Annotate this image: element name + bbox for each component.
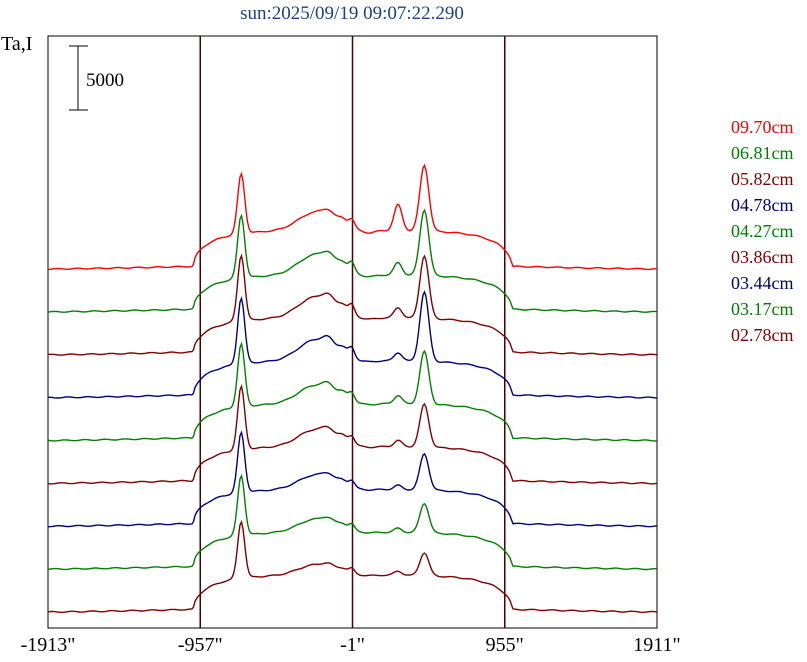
scale-bar-label: 5000	[86, 70, 124, 91]
series-line-06.81cm	[47, 208, 658, 313]
series-line-09.70cm	[47, 163, 658, 271]
series-line-04.27cm	[47, 341, 658, 442]
series-group	[47, 163, 658, 613]
series-line-03.17cm	[47, 473, 657, 571]
x-tick-label: -1913"	[20, 634, 76, 656]
x-tick-label: 955"	[485, 634, 524, 656]
x-tick-label: -957"	[177, 634, 223, 656]
legend-item: 03.17cm	[731, 299, 794, 319]
series-line-03.86cm	[47, 384, 658, 485]
series-line-05.82cm	[47, 253, 658, 356]
series-line-04.78cm	[48, 290, 658, 399]
legend-item: 05.82cm	[731, 169, 794, 189]
legend-item: 06.81cm	[731, 143, 794, 163]
series-line-03.44cm	[47, 430, 658, 528]
y-axis-label: Ta,I	[1, 33, 33, 55]
legend-item: 03.44cm	[731, 273, 794, 293]
legend-item: 04.27cm	[731, 221, 794, 241]
chart-title: sun:2025/09/19 09:07:22.290	[240, 3, 464, 24]
vertical-markers	[199, 36, 506, 628]
series-line-02.78cm	[47, 519, 658, 613]
x-tick-label: 1911"	[633, 634, 681, 656]
legend-item: 09.70cm	[731, 117, 794, 137]
x-tick-label: -1"	[340, 634, 365, 656]
legend-item: 03.86cm	[731, 247, 794, 267]
legend-item: 02.78cm	[731, 325, 794, 345]
legend-item: 04.78cm	[731, 195, 794, 215]
scale-bar: 5000	[69, 45, 124, 111]
